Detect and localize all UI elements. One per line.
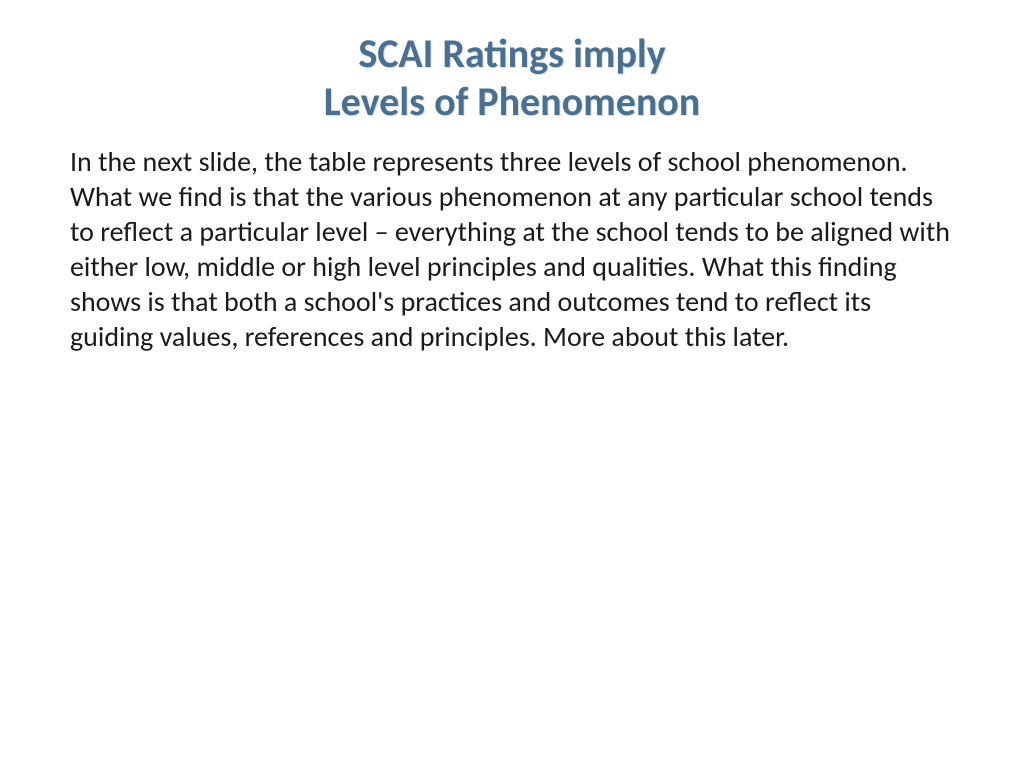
slide-container: SCAI Ratings imply Levels of Phenomenon …: [0, 0, 1024, 768]
slide-title: SCAI Ratings imply Levels of Phenomenon: [70, 30, 954, 126]
slide-body-text: In the next slide, the table represents …: [70, 144, 954, 354]
title-line-2: Levels of Phenomenon: [324, 77, 701, 126]
title-line-1: SCAI Ratings imply: [358, 29, 665, 78]
